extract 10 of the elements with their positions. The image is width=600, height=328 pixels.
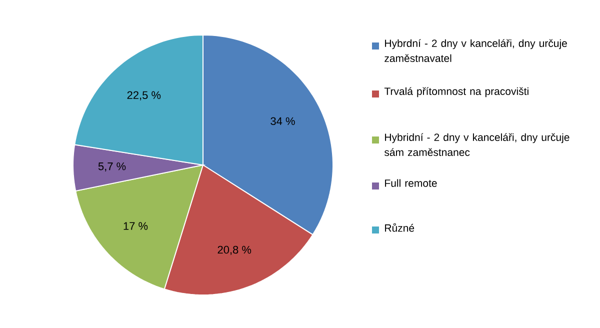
legend-label: Hybrdní - 2 dny v kanceláři, dny určuje zaměstnavatel — [384, 39, 567, 62]
data-label: 34 % — [270, 117, 295, 126]
data-label: 17 % — [124, 222, 148, 230]
legend-label: Různé — [385, 223, 414, 232]
legend-label: Full remote — [385, 179, 437, 187]
data-label: 5,7 % — [98, 162, 126, 172]
data-label: 20,8 % — [218, 246, 252, 255]
legend-label: Hybridní - 2 dny v kanceláři, dny určuje sám zaměstnanec — [384, 133, 570, 156]
data-label: 22,5 % — [127, 91, 161, 100]
legend-label: Trvalá přítomnost na pracovišti — [384, 87, 528, 98]
